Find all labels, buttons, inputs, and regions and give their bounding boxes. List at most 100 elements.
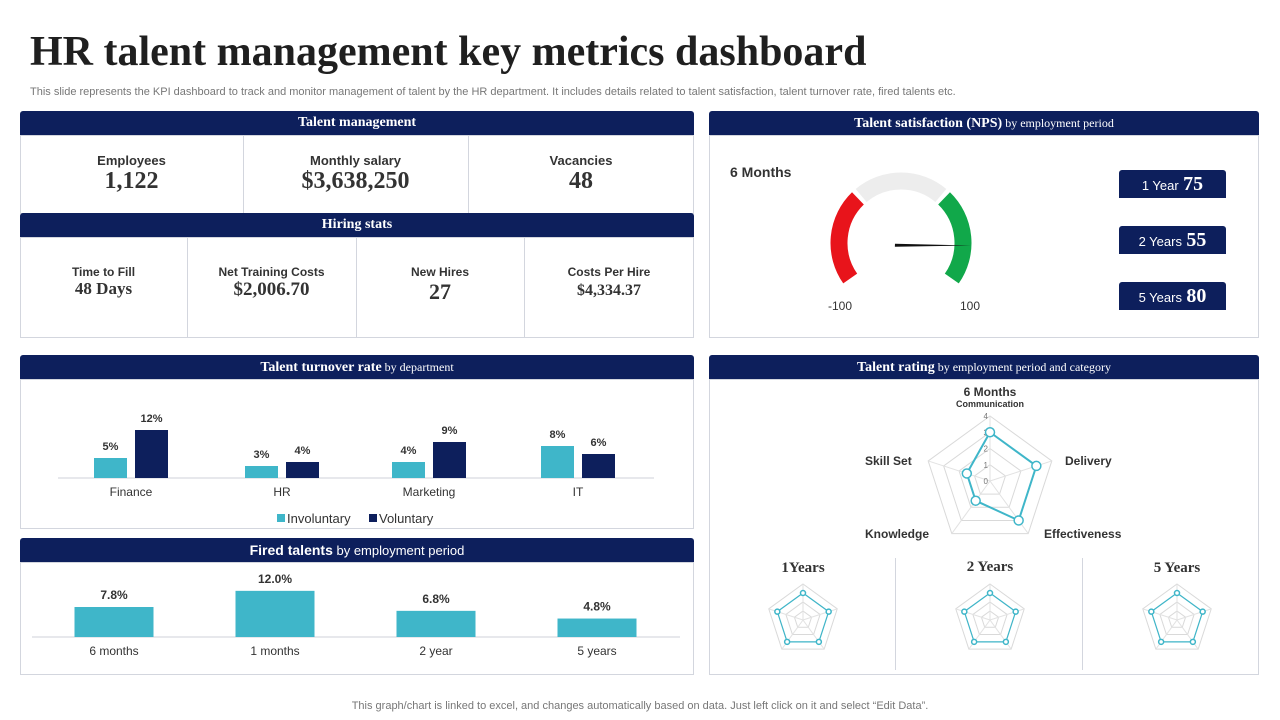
legend-swatch-voluntary bbox=[369, 514, 377, 522]
gauge-detractor-arc bbox=[830, 192, 865, 284]
hiring-stats-panel bbox=[20, 237, 694, 338]
badge-label: 2 Years bbox=[1138, 234, 1182, 249]
data-label: 4% bbox=[401, 445, 417, 457]
radar-grid-ring bbox=[927, 415, 1053, 535]
bar-voluntary-marketing bbox=[433, 442, 466, 478]
radar-grid-ring bbox=[1167, 610, 1187, 628]
radar-grid-ring bbox=[955, 583, 1025, 650]
fired-header-title: Fired talents bbox=[249, 542, 333, 558]
data-label: 4% bbox=[295, 445, 311, 457]
fired-header: Fired talents by employment period bbox=[20, 538, 694, 562]
data-label: 4.8% bbox=[583, 600, 611, 614]
radar-spoke bbox=[989, 480, 1029, 534]
legend-label-voluntary: Voluntary bbox=[379, 511, 434, 526]
radar-point-knowledge bbox=[970, 495, 981, 506]
radar-grid-ring bbox=[972, 601, 1008, 636]
x-tick-label: HR bbox=[273, 485, 291, 499]
nps-gauge bbox=[830, 172, 972, 284]
radar-point-effectiveness bbox=[815, 638, 823, 646]
kpi-new-hires: New Hires 27 bbox=[356, 265, 524, 305]
kpi-value: 27 bbox=[429, 279, 451, 304]
turnover-header-sub: by department bbox=[381, 360, 454, 374]
page-subtitle: This slide represents the KPI dashboard … bbox=[30, 86, 956, 98]
rating-header-sub: by employment period and category bbox=[934, 360, 1111, 374]
hiring-stats-header: Hiring stats bbox=[20, 213, 694, 237]
radar-axis-knowledge: Knowledge bbox=[865, 527, 930, 541]
radar-point-skill-set bbox=[961, 468, 973, 479]
radar-point-skill-set bbox=[961, 608, 968, 615]
x-tick-label: 5 years bbox=[577, 644, 616, 658]
kpi-time-to-fill: Time to Fill 48 Days bbox=[20, 265, 187, 299]
radar-point-communication bbox=[984, 427, 996, 438]
data-label: 6% bbox=[591, 437, 607, 449]
data-label: 6.8% bbox=[422, 592, 450, 606]
kpi-label: Time to Fill bbox=[71, 265, 136, 279]
divider bbox=[895, 558, 896, 670]
talent-management-header: Talent management bbox=[20, 111, 694, 135]
turnover-header: Talent turnover rate by department bbox=[20, 355, 694, 379]
radar-point-communication bbox=[1173, 589, 1181, 597]
radar-point-delivery bbox=[825, 608, 832, 615]
x-tick-label: 1 months bbox=[250, 644, 299, 658]
rating-header: Talent rating by employment period and c… bbox=[709, 355, 1259, 379]
radar-main-title: 6 Months bbox=[963, 385, 1017, 399]
radar-grid-ring bbox=[1142, 583, 1212, 650]
radar-point-knowledge bbox=[970, 638, 978, 646]
radar-tick-label: 1 bbox=[984, 461, 989, 470]
kpi-label: Vacancies bbox=[549, 153, 613, 168]
page-title: HR talent management key metrics dashboa… bbox=[30, 29, 867, 75]
radar-grid-ring bbox=[768, 583, 838, 650]
divider bbox=[524, 237, 525, 338]
mini-radar-title-1: 1Years bbox=[781, 560, 825, 576]
radar-point-communication bbox=[799, 589, 807, 597]
turnover-header-title: Talent turnover rate bbox=[260, 360, 382, 375]
radar-spoke bbox=[951, 480, 991, 534]
kpi-monthly-salary: Monthly salary $3,638,250 bbox=[243, 153, 468, 195]
bar-1-months bbox=[235, 590, 315, 637]
mini-radar-2 bbox=[955, 583, 1025, 650]
bar-voluntary-finance bbox=[135, 430, 168, 478]
kpi-costs-per-hire: Costs Per Hire $4,334.37 bbox=[524, 265, 694, 300]
badge-value: 55 bbox=[1186, 229, 1207, 251]
data-label: 3% bbox=[254, 449, 270, 461]
radar-axis-communication: Communication bbox=[955, 399, 1024, 409]
radar-tick-label: 2 bbox=[984, 445, 989, 454]
satisfaction-header: Talent satisfaction (NPS) by employment … bbox=[709, 111, 1259, 135]
mini-radar-title-3: 5 Years bbox=[1153, 560, 1201, 576]
radar-point-communication bbox=[986, 589, 994, 597]
radar-grid-ring bbox=[1159, 601, 1195, 636]
divider bbox=[1082, 558, 1083, 670]
bar-2-year bbox=[396, 610, 476, 637]
fired-chart: 7.8% 6 months 12.0% 1 months 6.8% 2 year 4.8% 5… bbox=[32, 572, 680, 658]
radar-point-delivery bbox=[1199, 608, 1206, 615]
gauge-period-label: 6 Months bbox=[730, 164, 792, 180]
kpi-net-training-costs: Net Training Costs $2,006.70 bbox=[187, 265, 356, 301]
radar-point-knowledge bbox=[783, 638, 791, 646]
satisfaction-header-sub: by employment period bbox=[1002, 116, 1114, 130]
divider bbox=[187, 237, 188, 338]
satisfaction-header-title: Talent satisfaction (NPS) bbox=[854, 116, 1003, 131]
talent-management-panel bbox=[20, 135, 694, 214]
kpi-value: 1,122 bbox=[104, 168, 159, 194]
radar-grid-ring bbox=[785, 601, 821, 636]
data-label: 12.0% bbox=[258, 572, 292, 586]
x-tick-label: 6 months bbox=[89, 644, 138, 658]
nps-badge-5-years: 5 Years 80 bbox=[1119, 282, 1226, 310]
radar-axis-delivery: Delivery bbox=[1065, 454, 1112, 468]
bar-involuntary-marketing bbox=[392, 462, 425, 478]
radar-point-delivery bbox=[1012, 608, 1019, 615]
kpi-value: 48 bbox=[569, 168, 593, 194]
kpi-label: Net Training Costs bbox=[218, 265, 325, 279]
data-label: 12% bbox=[140, 413, 162, 425]
legend-swatch-involuntary bbox=[277, 514, 285, 522]
bar-involuntary-it bbox=[541, 446, 574, 478]
radar-point-skill-set bbox=[1148, 608, 1155, 615]
gauge-needle bbox=[894, 243, 971, 247]
radar-spoke bbox=[989, 460, 1052, 482]
nps-badge-1-year: 1 Year 75 bbox=[1119, 170, 1226, 198]
bar-involuntary-hr bbox=[245, 466, 278, 478]
badge-value: 75 bbox=[1183, 173, 1204, 195]
divider bbox=[356, 237, 357, 338]
kpi-label: Monthly salary bbox=[309, 153, 402, 168]
data-label: 5% bbox=[103, 441, 119, 453]
